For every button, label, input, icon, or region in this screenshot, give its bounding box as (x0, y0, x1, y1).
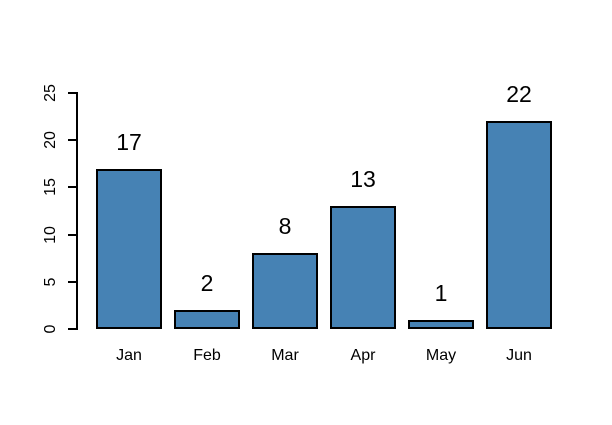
bar-value-label: 8 (278, 213, 292, 239)
y-axis-line (76, 92, 78, 330)
x-axis-label: Jan (116, 347, 142, 364)
bar-may (408, 320, 474, 329)
x-axis-label: Feb (193, 347, 221, 364)
y-axis-tick-label: 20 (42, 131, 59, 150)
y-axis-tick-label: 25 (42, 84, 59, 102)
y-axis-tick-label: 10 (42, 225, 59, 244)
y-axis-tick (68, 328, 76, 330)
bar-value-label: 13 (350, 166, 376, 192)
bar-jan (96, 169, 162, 329)
y-axis-tick (68, 139, 76, 142)
y-axis-tick (68, 186, 76, 189)
y-axis-tick (68, 280, 76, 283)
bar-value-label: 2 (200, 270, 214, 296)
bar-value-label: 1 (434, 280, 448, 306)
bar-mar (252, 253, 318, 329)
y-axis-tick-label: 5 (42, 277, 59, 287)
x-axis-label: Apr (350, 347, 376, 364)
x-axis-label: May (425, 347, 457, 364)
x-axis-label: Mar (271, 347, 299, 364)
bar-jun (486, 121, 552, 329)
y-axis-tick-label: 0 (42, 324, 59, 334)
bar-value-label: 17 (116, 129, 142, 155)
bar-apr (330, 206, 396, 329)
x-axis-label: Jun (506, 347, 532, 364)
y-axis-tick (68, 92, 76, 94)
y-axis-tick-label: 15 (42, 178, 59, 197)
bar-value-label: 22 (506, 81, 532, 107)
y-axis-tick (68, 233, 76, 236)
bar-feb (174, 310, 240, 329)
